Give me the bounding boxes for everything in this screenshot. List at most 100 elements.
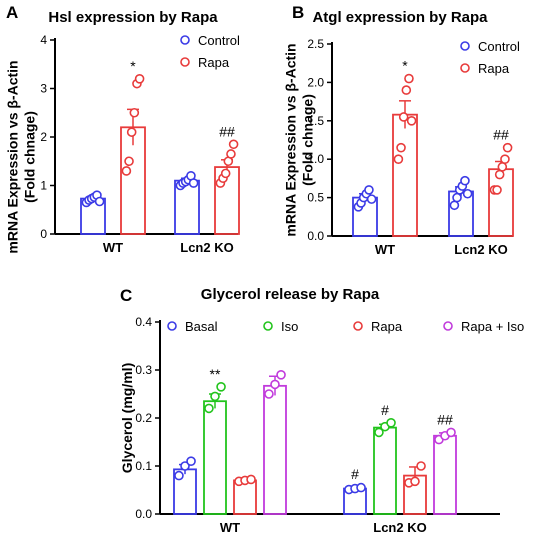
data-point	[497, 162, 508, 172]
data-point	[121, 166, 132, 176]
panel-label: A	[6, 3, 18, 22]
data-point	[264, 389, 274, 399]
y-tick-label: 0.4	[135, 315, 152, 329]
bar	[203, 400, 227, 515]
y-tick-label: 0.0	[307, 229, 324, 243]
data-point	[492, 185, 502, 195]
y-tick-label: 4	[40, 33, 47, 47]
y-axis-label-line: (Fold chnage)	[22, 111, 38, 203]
y-tick-label: 1	[40, 179, 47, 193]
y-tick-label: 2	[40, 130, 47, 144]
data-point	[374, 427, 384, 438]
data-point	[186, 456, 196, 467]
data-point	[460, 175, 470, 186]
data-point	[174, 470, 184, 481]
y-axis-label-line: Glycerol (mg/ml)	[119, 363, 135, 473]
data-point	[180, 461, 190, 471]
y-tick-label: 2.0	[307, 75, 324, 89]
significance-marker: #	[351, 466, 359, 482]
legend-marker	[443, 321, 453, 331]
legend-label: Rapa	[198, 55, 230, 70]
y-tick-label: 0.5	[307, 191, 324, 205]
data-point	[500, 154, 510, 164]
legend-label: Basal	[185, 319, 218, 334]
significance-marker: ##	[493, 127, 509, 143]
data-point	[393, 154, 404, 164]
data-point	[416, 461, 426, 471]
y-axis-label: Glycerol (mg/ml)	[119, 363, 135, 473]
data-point	[502, 142, 513, 153]
data-point	[220, 168, 231, 179]
data-point	[494, 169, 505, 180]
chart-title: Atgl expression by Rapa	[312, 9, 488, 26]
y-tick-label: 0.2	[135, 411, 152, 425]
data-point	[216, 381, 226, 392]
significance-marker: ##	[437, 411, 453, 427]
x-tick-label: WT	[103, 240, 123, 255]
significance-marker: **	[210, 366, 221, 382]
data-point	[396, 142, 406, 153]
data-point	[276, 369, 286, 380]
data-point	[246, 474, 256, 485]
bar	[488, 168, 514, 237]
legend-label: Control	[478, 39, 520, 54]
y-tick-label: 0.3	[135, 363, 152, 377]
x-tick-label: Lcn2 KO	[454, 242, 507, 257]
significance-marker: *	[402, 58, 408, 74]
y-tick-label: 1.5	[307, 114, 324, 128]
y-tick-label: 0.0	[135, 507, 152, 521]
legend-marker	[180, 57, 190, 67]
legend-label: Rapa	[371, 319, 403, 334]
panel-a: A Hsl expression by Rapa mRNA Expression v…	[5, 3, 241, 255]
data-point	[226, 149, 236, 159]
data-point	[188, 178, 199, 188]
chart-title: Hsl expression by Rapa	[48, 9, 218, 26]
data-point	[386, 417, 396, 428]
legend-label: Rapa + Iso	[461, 319, 524, 334]
panel-c: C Glycerol release by Rapa Glycerol (mg/ml…	[119, 286, 524, 535]
legend-marker	[180, 35, 190, 45]
y-axis-label: mRNA Expression vs β-Actin(Fold chnage)	[283, 43, 316, 236]
y-tick-label: 1.0	[307, 152, 324, 166]
data-point	[404, 73, 414, 84]
significance-marker: *	[130, 58, 136, 74]
y-tick-label: 0.1	[135, 459, 152, 473]
bar	[392, 113, 418, 237]
data-point	[134, 74, 145, 84]
data-point	[462, 188, 473, 199]
data-point	[401, 85, 412, 95]
bar	[263, 384, 287, 515]
legend-marker	[460, 41, 470, 51]
legend-label: Control	[198, 33, 240, 48]
data-point	[129, 107, 140, 118]
data-point	[124, 156, 134, 167]
x-tick-label: Lcn2 KO	[180, 240, 233, 255]
x-tick-label: WT	[220, 520, 240, 535]
data-point	[228, 139, 239, 150]
y-tick-label: 2.5	[307, 37, 324, 51]
data-point	[364, 185, 374, 195]
legend-marker	[167, 321, 177, 331]
x-tick-label: WT	[375, 242, 395, 257]
panel-b: B Atgl expression by Rapa mRNA Expression …	[283, 3, 521, 257]
data-point	[449, 200, 460, 211]
y-axis-label-line: (Fold chnage)	[300, 94, 316, 186]
data-point	[410, 476, 420, 487]
y-axis-label-line: mRNA Expression vs β-Actin	[283, 43, 299, 236]
legend-label: Iso	[281, 319, 298, 334]
legend-marker	[460, 63, 470, 73]
panel-label: C	[120, 286, 132, 305]
panel-label: B	[292, 3, 304, 22]
data-point	[204, 403, 214, 414]
data-point	[366, 194, 377, 204]
data-point	[406, 116, 417, 126]
data-point	[270, 379, 280, 390]
significance-marker: #	[381, 402, 389, 418]
data-point	[398, 112, 409, 122]
bar	[373, 426, 397, 515]
data-point	[452, 192, 462, 203]
bar	[433, 434, 457, 515]
y-tick-label: 0	[40, 227, 47, 241]
data-point	[356, 482, 366, 493]
data-point	[446, 427, 456, 438]
